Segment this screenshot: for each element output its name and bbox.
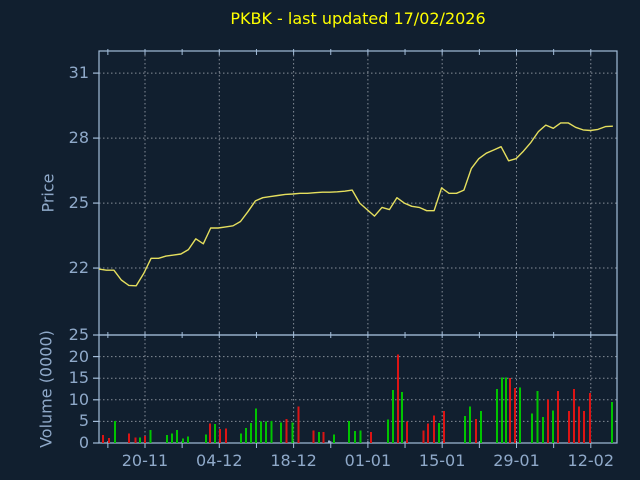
price-axis-tick-28: 28 [68, 128, 89, 148]
price-gridlines [99, 72, 617, 269]
price-axis-tick-31: 31 [68, 63, 89, 83]
volume-axis-tick-25: 25 [68, 325, 89, 344]
price-axis-tick-25: 25 [68, 193, 89, 213]
volume-axis-tick-20: 20 [68, 346, 89, 366]
date-axis-tick-20-11: 20-11 [121, 451, 169, 470]
volume-axis-tick-15: 15 [68, 368, 89, 388]
volume-gridlines [99, 356, 617, 422]
volume-axis-tick-0: 0 [78, 433, 89, 452]
date-axis-tick-18-12: 18-12 [270, 451, 317, 470]
date-axis-tick-15-01: 15-01 [418, 451, 466, 470]
date-gridlines [144, 51, 592, 443]
price-line [98, 122, 613, 287]
volume-axis-tick-5: 5 [78, 411, 89, 431]
volume-axis-tick-10: 10 [68, 389, 89, 409]
date-axis-tick-01-01: 01-01 [344, 451, 392, 470]
volume-bars [102, 354, 613, 443]
tick-marks [93, 49, 592, 448]
chart-title: PKBK - last updated 17/02/2026 [230, 9, 486, 28]
date-axis-tick-04-12: 04-12 [196, 451, 243, 470]
plot-frame [98, 50, 618, 444]
price-axis-tick-22: 22 [68, 258, 89, 278]
date-axis-tick-29-01: 29-01 [493, 451, 540, 470]
date-axis-tick-12-02: 12-02 [567, 451, 615, 470]
